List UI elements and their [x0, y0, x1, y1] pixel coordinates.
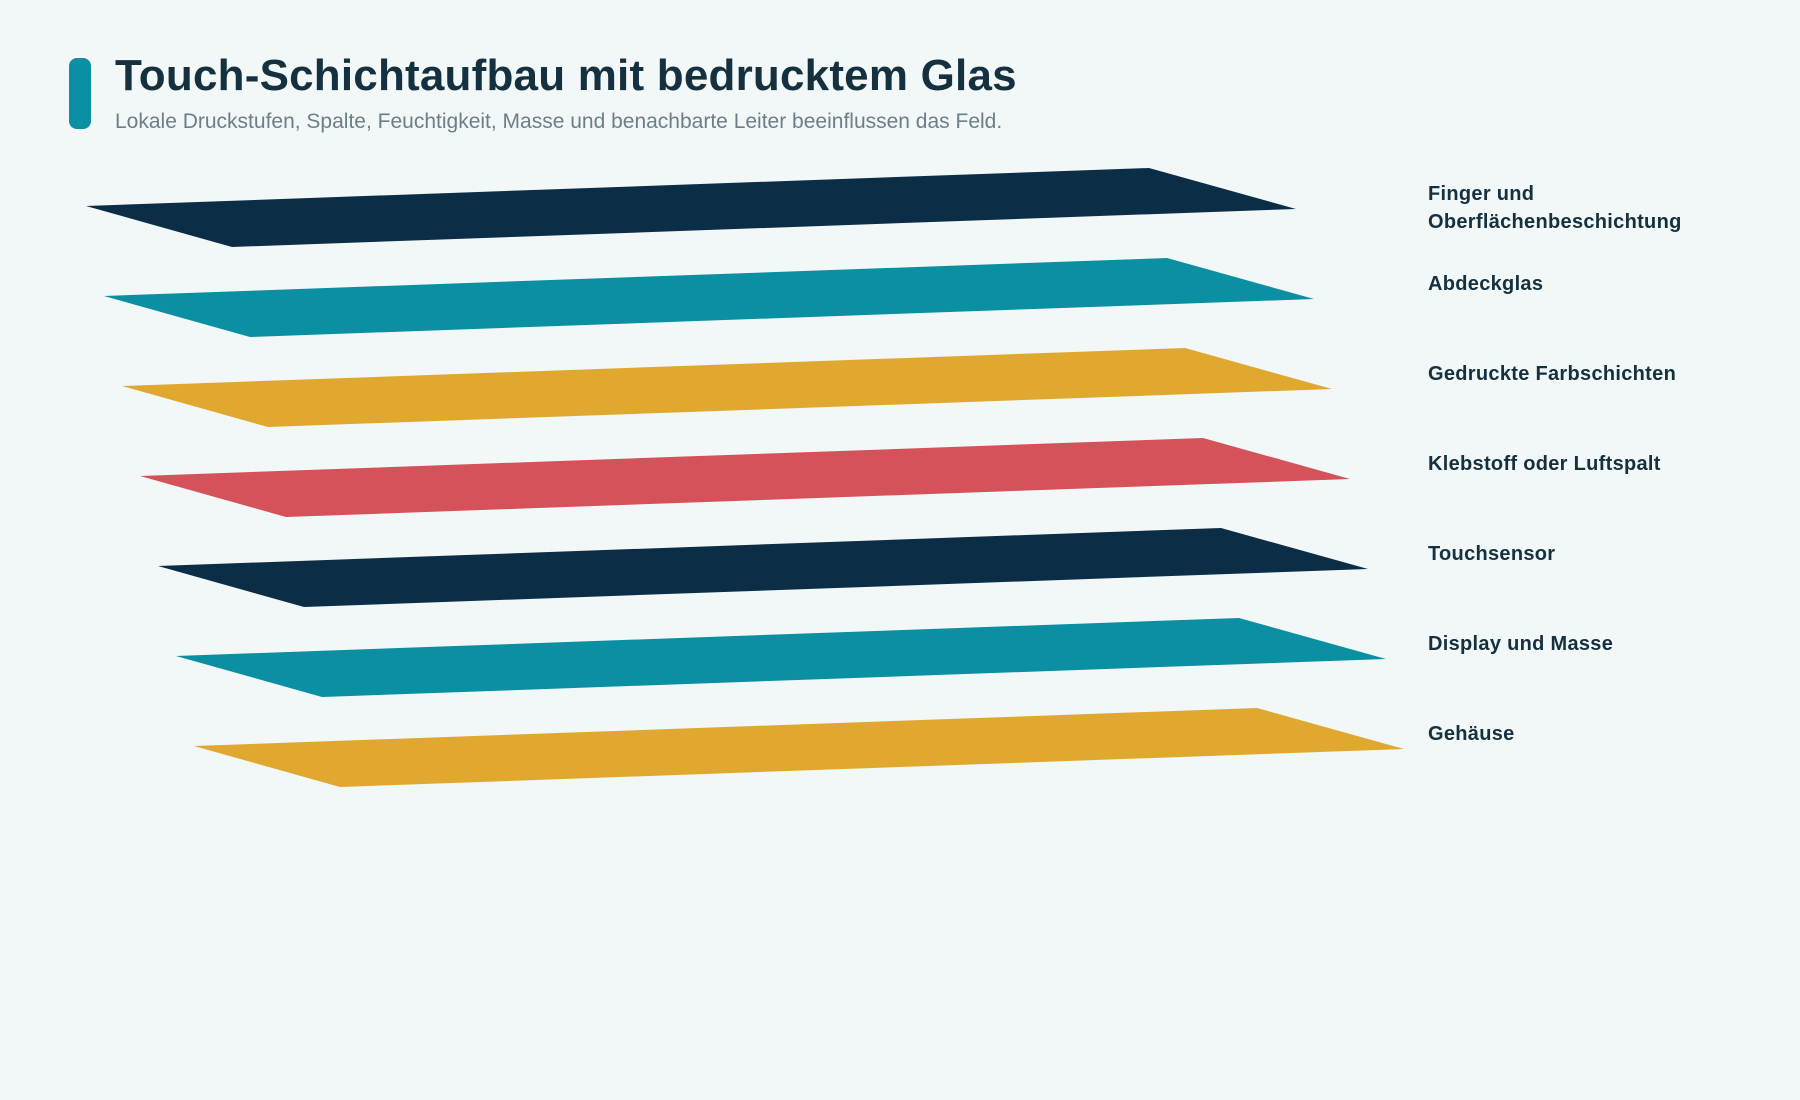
layer-plate-adhesive-gap [140, 438, 1350, 517]
layer-label-finger: Finger und Oberflächenbeschichtung [1428, 183, 1682, 233]
page-title: Touch-Schichtaufbau mit bedrucktem Glas [115, 51, 1017, 100]
layer-label-printed-inks: Gedruckte Farbschichten [1428, 363, 1677, 385]
layer-plates [86, 168, 1404, 787]
layer-label-touch-sensor: Touchsensor [1428, 543, 1556, 565]
layer-plate-touch-sensor [158, 528, 1368, 607]
layer-label-display-ground: Display und Masse [1428, 633, 1614, 655]
layer-label-adhesive-gap: Klebstoff oder Luftspalt [1428, 453, 1661, 475]
layer-label-cover-glass: Abdeckglas [1428, 273, 1544, 295]
page-subtitle: Lokale Druckstufen, Spalte, Feuchtigkeit… [115, 110, 1003, 133]
layer-plate-display-ground [176, 618, 1386, 697]
layer-plate-finger [86, 168, 1296, 247]
title-accent-bar [69, 58, 91, 129]
layer-plate-printed-inks [122, 348, 1332, 427]
layer-plate-cover-glass [104, 258, 1314, 337]
layer-plate-housing [194, 708, 1404, 787]
layer-label-housing: Gehäuse [1428, 723, 1515, 745]
